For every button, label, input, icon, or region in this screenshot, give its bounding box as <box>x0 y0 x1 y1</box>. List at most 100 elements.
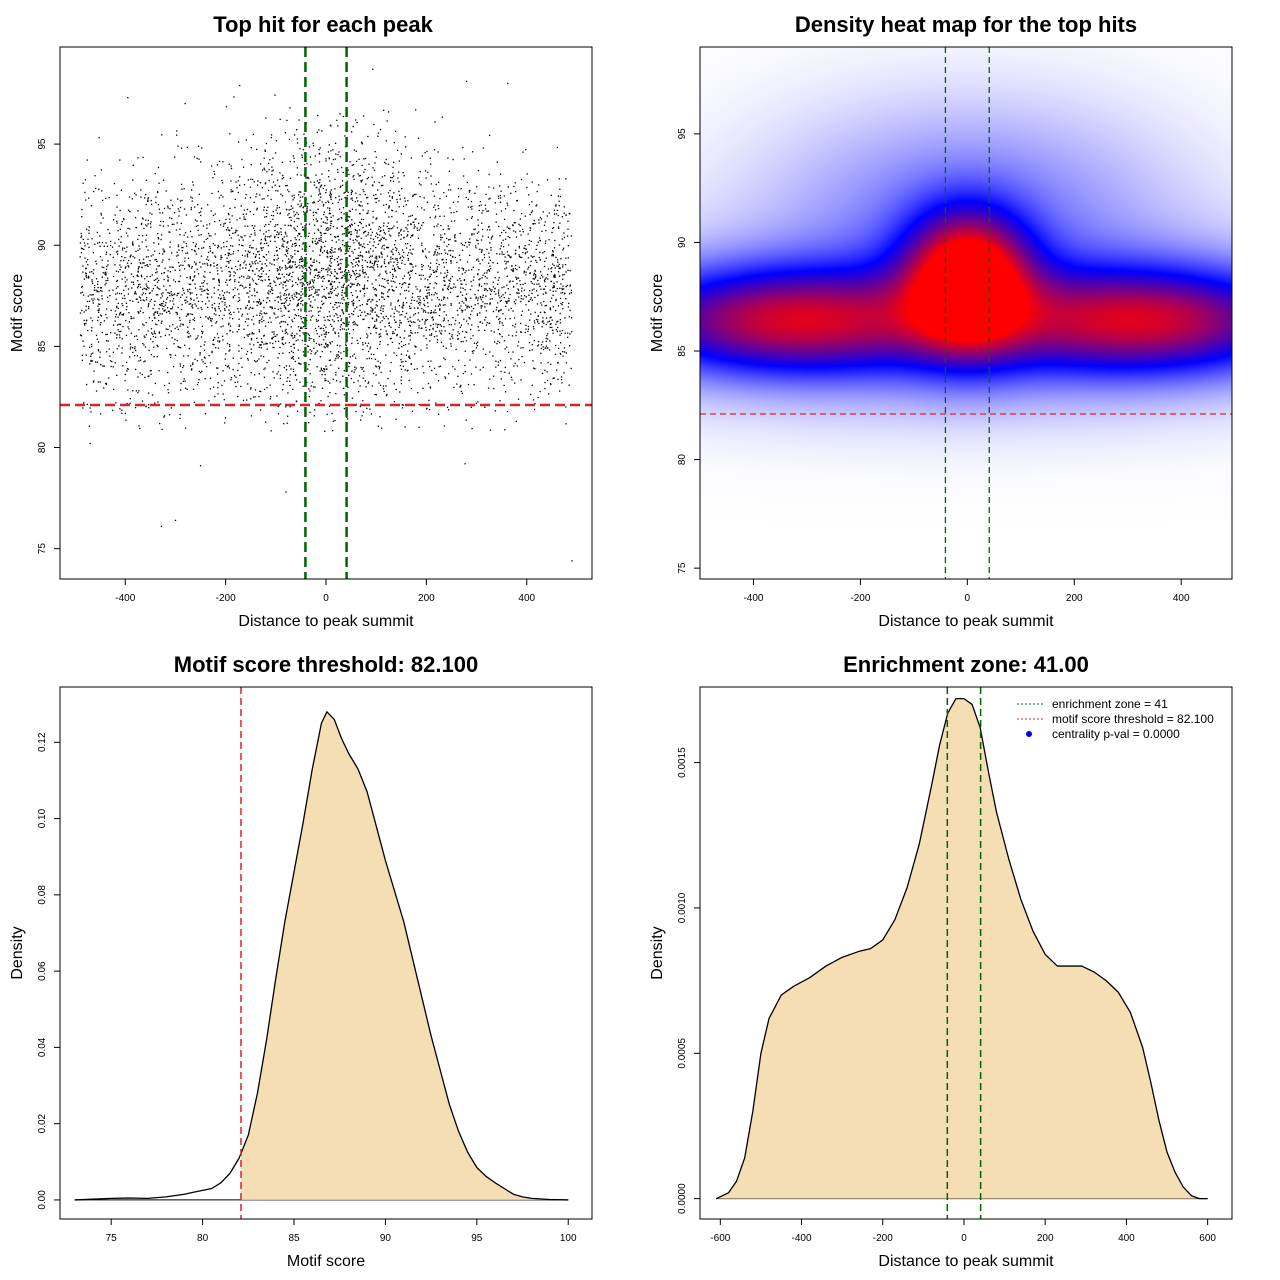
scatter-point <box>302 299 304 302</box>
scatter-point <box>520 379 522 381</box>
scatter-point <box>498 310 500 312</box>
scatter-point <box>235 376 237 378</box>
scatter-point <box>302 322 304 324</box>
scatter-point <box>412 234 414 236</box>
scatter-point <box>472 335 474 337</box>
scatter-point <box>260 247 262 249</box>
scatter-point <box>464 371 466 373</box>
scatter-point <box>228 305 231 307</box>
scatter-point <box>385 163 387 165</box>
scatter-point <box>565 271 567 273</box>
scatter-point <box>340 358 343 360</box>
scatter-point <box>293 161 295 163</box>
scatter-point <box>398 347 400 349</box>
scatter-point <box>176 292 179 295</box>
scatter-point <box>360 141 363 143</box>
scatter-point <box>415 218 417 220</box>
scatter-point <box>337 367 340 369</box>
scatter-point <box>278 185 281 187</box>
scatter-point <box>141 241 143 243</box>
scatter-point <box>226 342 229 345</box>
scatter-point <box>463 244 466 247</box>
scatter-point <box>520 213 523 215</box>
scatter-point <box>397 266 399 268</box>
scatter-point <box>455 348 457 351</box>
scatter-point <box>230 377 233 379</box>
scatter-point <box>443 192 445 194</box>
scatter-point <box>315 174 317 176</box>
scatter-point <box>148 303 150 305</box>
scatter-point <box>365 230 367 232</box>
scatter-point <box>328 280 330 282</box>
scatter-point <box>92 300 94 302</box>
scatter-point <box>433 311 435 313</box>
scatter-point <box>388 205 390 207</box>
scatter-point <box>533 328 535 330</box>
scatter-point <box>429 334 431 336</box>
scatter-point <box>288 138 291 141</box>
scatter-point <box>199 352 201 354</box>
scatter-point <box>213 287 215 289</box>
scatter-point <box>497 340 499 342</box>
scatter-point <box>292 368 295 370</box>
scatter-point <box>129 210 131 213</box>
scatter-point <box>540 302 542 304</box>
scatter-point <box>455 319 457 322</box>
scatter-point <box>373 263 376 265</box>
scatter-point <box>360 218 363 220</box>
scatter-point <box>539 251 541 254</box>
scatter-point <box>516 365 518 367</box>
scatter-point <box>298 315 300 317</box>
scatter-point <box>252 133 255 136</box>
scatter-point <box>320 246 323 249</box>
scatter-point <box>87 275 90 277</box>
scatter-point <box>120 223 123 226</box>
scatter-point <box>202 281 205 284</box>
scatter-point <box>107 264 109 266</box>
scatter-point <box>546 179 549 181</box>
scatter-point <box>378 368 380 370</box>
scatter-point <box>480 251 483 253</box>
scatter-point <box>135 390 137 392</box>
scatter-point <box>410 263 412 265</box>
scatter-point <box>210 265 212 267</box>
scatter-point <box>138 312 140 314</box>
scatter-point <box>324 319 326 322</box>
scatter-point <box>392 265 394 267</box>
scatter-point <box>421 318 424 321</box>
scatter-point <box>300 174 302 176</box>
scatter-point <box>268 162 270 165</box>
scatter-point <box>293 215 295 217</box>
scatter-point <box>317 294 320 296</box>
scatter-point <box>147 305 149 308</box>
scatter-point <box>517 341 520 343</box>
scatter-point <box>194 358 196 360</box>
scatter-point <box>179 319 181 322</box>
scatter-point <box>83 323 86 325</box>
scatter-point <box>268 290 270 292</box>
scatter-point <box>248 269 251 271</box>
scatter-point <box>128 328 130 330</box>
scatter-point <box>185 296 188 298</box>
scatter-point <box>161 313 163 315</box>
scatter-point <box>202 331 204 333</box>
scatter-point <box>366 358 368 360</box>
scatter-point <box>426 292 429 294</box>
scatter-point <box>400 359 402 361</box>
scatter-point <box>555 213 558 215</box>
scatter-point <box>527 328 530 330</box>
scatter-point <box>294 263 296 266</box>
scatter-point <box>352 283 354 285</box>
scatter-point <box>264 149 266 151</box>
scatter-point <box>559 342 562 344</box>
scatter-point <box>213 343 215 346</box>
scatter-point <box>233 311 235 314</box>
scatter-point <box>508 300 510 302</box>
scatter-point <box>206 263 208 265</box>
scatter-point <box>470 217 473 219</box>
scatter-point <box>377 425 379 427</box>
scatter-point <box>377 189 379 191</box>
scatter-point <box>531 292 533 295</box>
scatter-point <box>548 212 550 214</box>
scatter-point <box>241 236 243 239</box>
